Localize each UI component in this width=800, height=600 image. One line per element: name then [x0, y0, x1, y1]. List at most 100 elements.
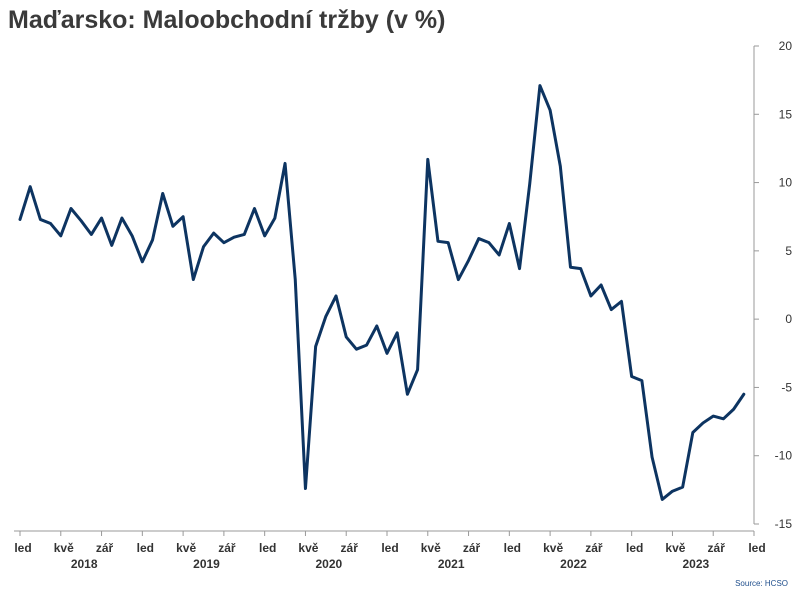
data-point	[365, 343, 368, 347]
data-point	[722, 417, 725, 421]
x-tick-label: led	[626, 541, 643, 555]
data-point	[202, 245, 205, 248]
data-point	[518, 267, 521, 270]
x-tick-label: led	[381, 541, 398, 555]
data-point	[304, 487, 307, 490]
data-point	[28, 185, 32, 188]
x-tick-label: kvě	[421, 541, 441, 555]
data-point	[599, 283, 603, 287]
data-point	[416, 368, 419, 371]
source-note: Source: HCSO	[735, 579, 788, 588]
y-tick-label: 0	[785, 312, 792, 326]
data-point	[294, 278, 297, 281]
x-year-label: 2022	[560, 557, 587, 571]
data-point	[548, 108, 552, 112]
data-point	[640, 379, 644, 382]
data-point	[171, 225, 175, 228]
data-point	[661, 498, 664, 501]
chart-title: Maďarsko: Maloobchodní tržby (v %)	[8, 6, 446, 34]
series-layer	[18, 84, 746, 501]
y-tick-label: 5	[785, 244, 792, 258]
x-tick-label: led	[259, 541, 276, 555]
data-point	[110, 244, 113, 247]
data-point	[263, 234, 266, 238]
data-point	[406, 393, 409, 396]
x-year-label: 2021	[438, 557, 465, 571]
series-line	[18, 84, 746, 501]
data-point	[49, 222, 52, 225]
data-point	[426, 158, 429, 161]
data-point	[732, 408, 735, 411]
x-year-label: 2023	[682, 557, 709, 571]
data-point	[538, 84, 542, 87]
data-point	[90, 233, 93, 236]
data-point	[487, 241, 491, 244]
data-point	[671, 490, 674, 493]
data-point	[151, 238, 154, 242]
data-point	[334, 294, 338, 298]
data-point	[161, 192, 164, 195]
x-tick-label: led	[137, 541, 154, 555]
data-point	[508, 222, 511, 225]
data-point	[457, 278, 460, 281]
data-point	[681, 485, 684, 489]
y-tick-label: -5	[781, 380, 792, 394]
data-point	[181, 215, 185, 218]
y-tick-label: 10	[779, 176, 793, 190]
data-point	[232, 236, 236, 239]
data-point	[253, 207, 256, 210]
data-point	[610, 308, 613, 311]
x-tick-label: kvě	[298, 541, 318, 555]
data-point	[589, 294, 593, 298]
data-point	[345, 335, 348, 339]
data-point	[314, 345, 317, 348]
x-tick-label: zář	[708, 541, 726, 555]
data-point	[69, 207, 73, 210]
y-tick-label: -15	[775, 517, 793, 531]
data-point	[120, 216, 124, 220]
x-year-label: 2019	[193, 557, 220, 571]
data-point	[691, 431, 695, 434]
data-point	[39, 218, 42, 221]
data-point	[446, 241, 450, 244]
data-point	[283, 162, 287, 165]
data-point	[579, 267, 582, 270]
data-point	[742, 393, 746, 396]
data-point	[569, 266, 572, 269]
data-point	[243, 233, 246, 236]
y-tick-label: 15	[779, 107, 793, 121]
y-tick-label: 20	[779, 39, 793, 53]
data-point	[79, 219, 83, 223]
data-point	[355, 347, 358, 351]
y-tick-label: -10	[775, 449, 793, 463]
x-tick-label: kvě	[54, 541, 74, 555]
data-point	[385, 352, 389, 355]
x-tick-label: zář	[341, 541, 359, 555]
data-point	[528, 182, 531, 186]
x-tick-label: led	[748, 541, 765, 555]
data-point	[141, 260, 144, 263]
data-point	[375, 324, 379, 328]
data-point	[559, 164, 562, 168]
x-tick-label: kvě	[543, 541, 563, 555]
x-tick-label: led	[504, 541, 521, 555]
data-point	[477, 237, 480, 240]
data-point	[273, 216, 277, 220]
x-tick-label: zář	[218, 541, 236, 555]
data-point	[701, 421, 705, 425]
data-point	[712, 414, 715, 418]
data-point	[630, 375, 633, 378]
data-point	[59, 234, 62, 238]
data-point	[130, 234, 134, 238]
data-point	[467, 259, 470, 262]
x-axis: led kvě zář led kvě zář led kvě zář led kvě zář led k…	[14, 530, 766, 571]
y-axis: 20 15 10 5 0 -5 -10 -15	[753, 39, 793, 531]
data-point	[192, 278, 195, 281]
x-tick-label: zář	[463, 541, 481, 555]
x-tick-label: led	[14, 541, 31, 555]
data-point	[497, 253, 501, 257]
x-tick-label: zář	[585, 541, 603, 555]
data-point	[100, 216, 103, 220]
data-point	[436, 240, 440, 243]
